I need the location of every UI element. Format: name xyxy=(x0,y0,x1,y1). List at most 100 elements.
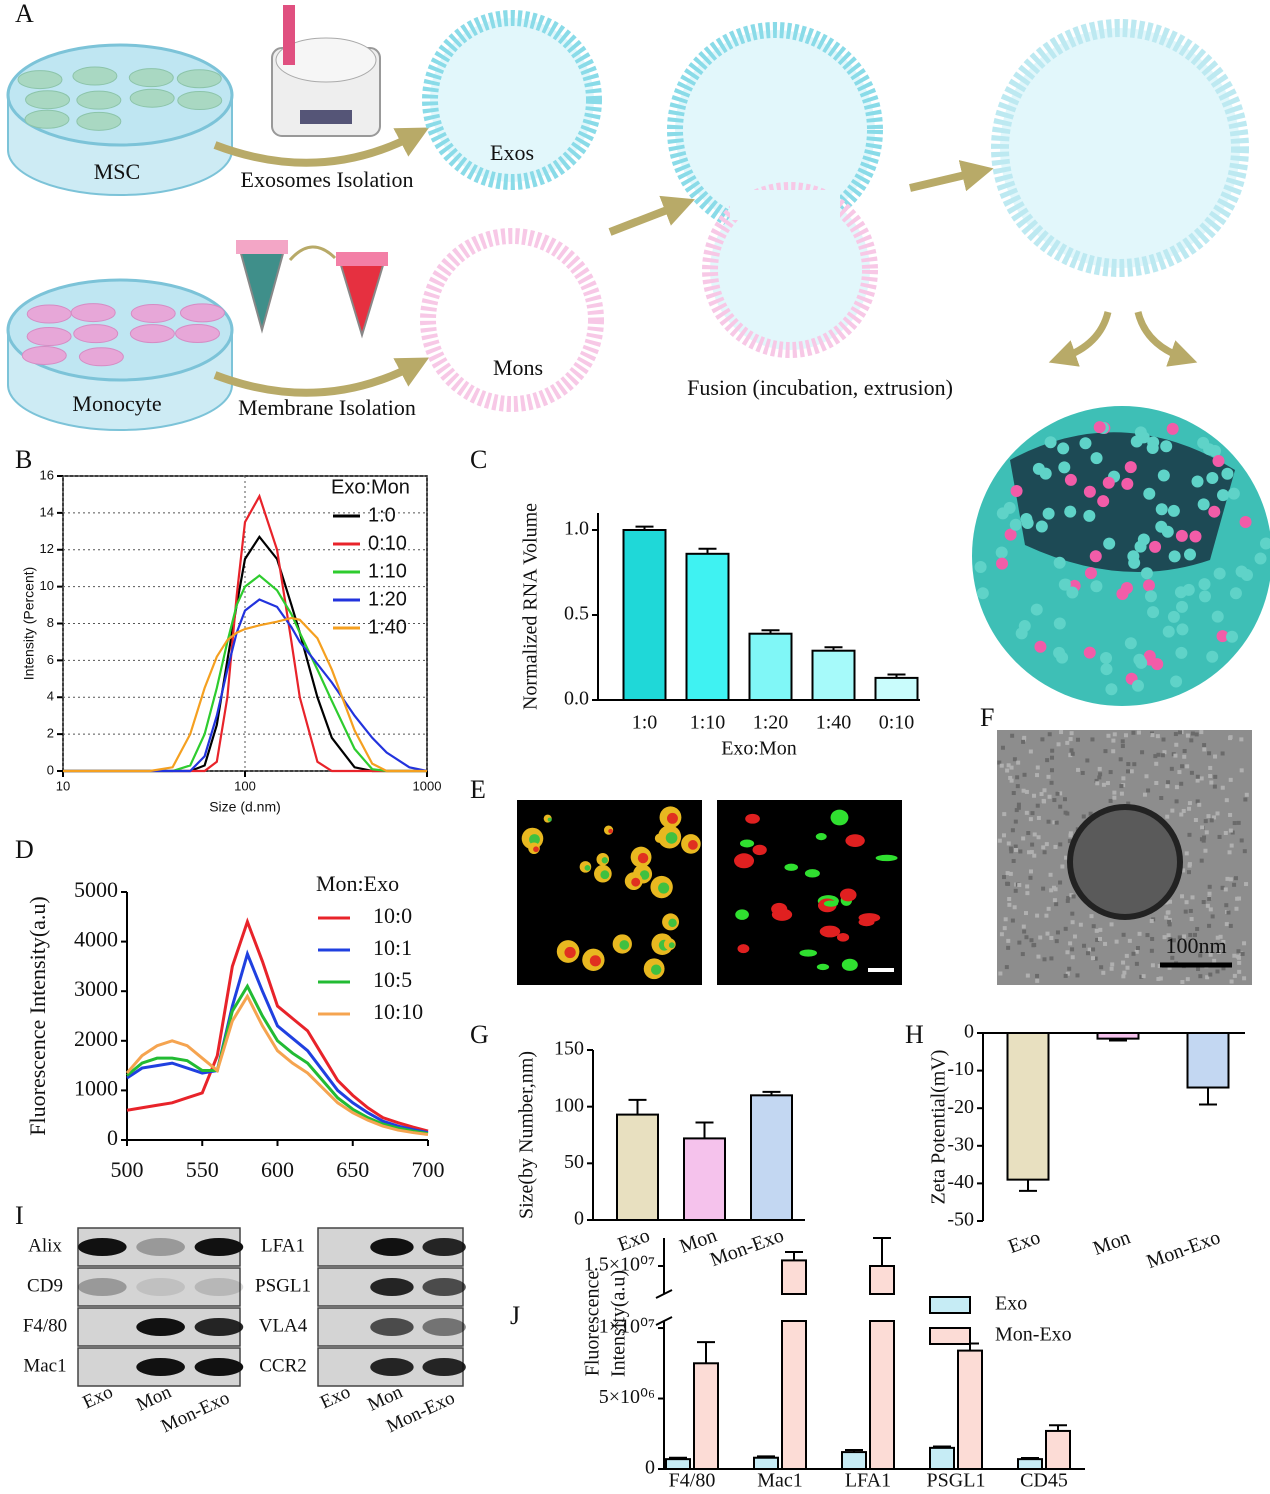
grain xyxy=(1142,792,1147,797)
grain xyxy=(1150,733,1155,738)
grain xyxy=(1120,744,1125,749)
grain xyxy=(1058,791,1063,796)
x-tick-label: Exo xyxy=(615,1224,653,1256)
grain xyxy=(1122,970,1127,975)
grain xyxy=(1119,784,1124,789)
band xyxy=(136,1318,185,1336)
grain xyxy=(1112,732,1117,737)
particle xyxy=(995,546,1008,559)
grain xyxy=(1047,732,1052,737)
x-tick-label: 1:40 xyxy=(816,712,852,734)
spot xyxy=(804,869,820,878)
label: Monocyte xyxy=(72,391,161,416)
x-tick-label: Mon-Exo xyxy=(1144,1226,1224,1273)
spot xyxy=(819,925,841,938)
grain xyxy=(1025,891,1030,896)
cell xyxy=(78,347,124,367)
grain xyxy=(1233,876,1238,881)
y-tick-label: 150 xyxy=(554,1038,584,1060)
error-bar xyxy=(761,629,780,634)
spot xyxy=(608,828,613,834)
grain xyxy=(1078,922,1083,927)
bar xyxy=(874,676,919,702)
fusion-vesicle xyxy=(667,22,883,358)
x-tick-label: LFA1 xyxy=(845,1470,891,1492)
scale-label: 100nm xyxy=(1165,933,1226,958)
particle xyxy=(1102,476,1115,489)
error-bar xyxy=(697,1341,715,1364)
cells xyxy=(17,66,223,131)
centrifuge xyxy=(271,5,381,137)
particle xyxy=(1030,603,1043,616)
grain xyxy=(1032,793,1037,798)
grain xyxy=(1240,951,1245,956)
grain xyxy=(1179,812,1184,817)
error-bar xyxy=(628,1098,647,1115)
error-bar xyxy=(635,525,654,530)
band xyxy=(136,1238,185,1256)
bar xyxy=(811,649,856,702)
cell xyxy=(73,324,119,344)
arrow xyxy=(1134,311,1198,367)
grain xyxy=(1187,801,1192,806)
particle xyxy=(1035,520,1048,533)
particle xyxy=(1103,537,1116,550)
grain xyxy=(1218,934,1223,939)
grain xyxy=(1131,730,1136,735)
grain xyxy=(1055,930,1060,935)
grain xyxy=(1234,906,1239,911)
grain xyxy=(1228,877,1233,882)
grain xyxy=(1028,817,1033,822)
grain xyxy=(1042,957,1047,962)
particle xyxy=(1208,505,1221,518)
particle xyxy=(1137,431,1150,444)
band xyxy=(370,1278,414,1296)
grain xyxy=(1111,738,1116,743)
grain xyxy=(1156,752,1161,757)
error-bar xyxy=(757,1455,775,1458)
x-tick-label: 1:0 xyxy=(632,712,658,734)
grain xyxy=(1087,947,1092,952)
grain xyxy=(1002,926,1007,931)
band xyxy=(370,1238,414,1256)
grain xyxy=(1072,934,1077,939)
grain xyxy=(1053,887,1058,892)
grain xyxy=(1229,979,1234,984)
line xyxy=(126,917,429,1133)
grain xyxy=(1226,910,1231,915)
cell xyxy=(175,323,221,343)
particle xyxy=(1127,550,1140,563)
y-tick-label: -10 xyxy=(947,1058,974,1080)
grain xyxy=(1125,769,1130,774)
band xyxy=(194,1318,244,1336)
particle xyxy=(1004,528,1017,541)
grain xyxy=(1192,932,1197,937)
particle xyxy=(1166,422,1179,435)
particle xyxy=(1167,610,1180,623)
y-tick-label: 0 xyxy=(645,1457,655,1479)
grain xyxy=(1168,937,1173,942)
y-tick-label: -30 xyxy=(947,1133,974,1155)
grain xyxy=(1041,845,1046,850)
x-tick-label: CD45 xyxy=(1020,1470,1068,1492)
bar xyxy=(753,1456,779,1470)
grain xyxy=(1184,900,1189,905)
grain xyxy=(1203,819,1208,824)
spot xyxy=(631,877,641,887)
grain xyxy=(1005,768,1010,773)
y-tick-label: 6 xyxy=(47,652,54,667)
grain xyxy=(1187,863,1192,868)
grain xyxy=(1028,869,1033,874)
particle xyxy=(1157,469,1170,482)
grain xyxy=(1011,791,1016,796)
particle xyxy=(1093,421,1106,434)
grain xyxy=(1049,935,1054,940)
band xyxy=(136,1278,185,1296)
grain xyxy=(1134,949,1139,954)
bar xyxy=(616,1113,659,1221)
particle xyxy=(1221,467,1234,480)
spot xyxy=(752,844,767,856)
grain xyxy=(1049,768,1054,773)
grain xyxy=(1121,960,1126,965)
grain xyxy=(1199,730,1204,735)
